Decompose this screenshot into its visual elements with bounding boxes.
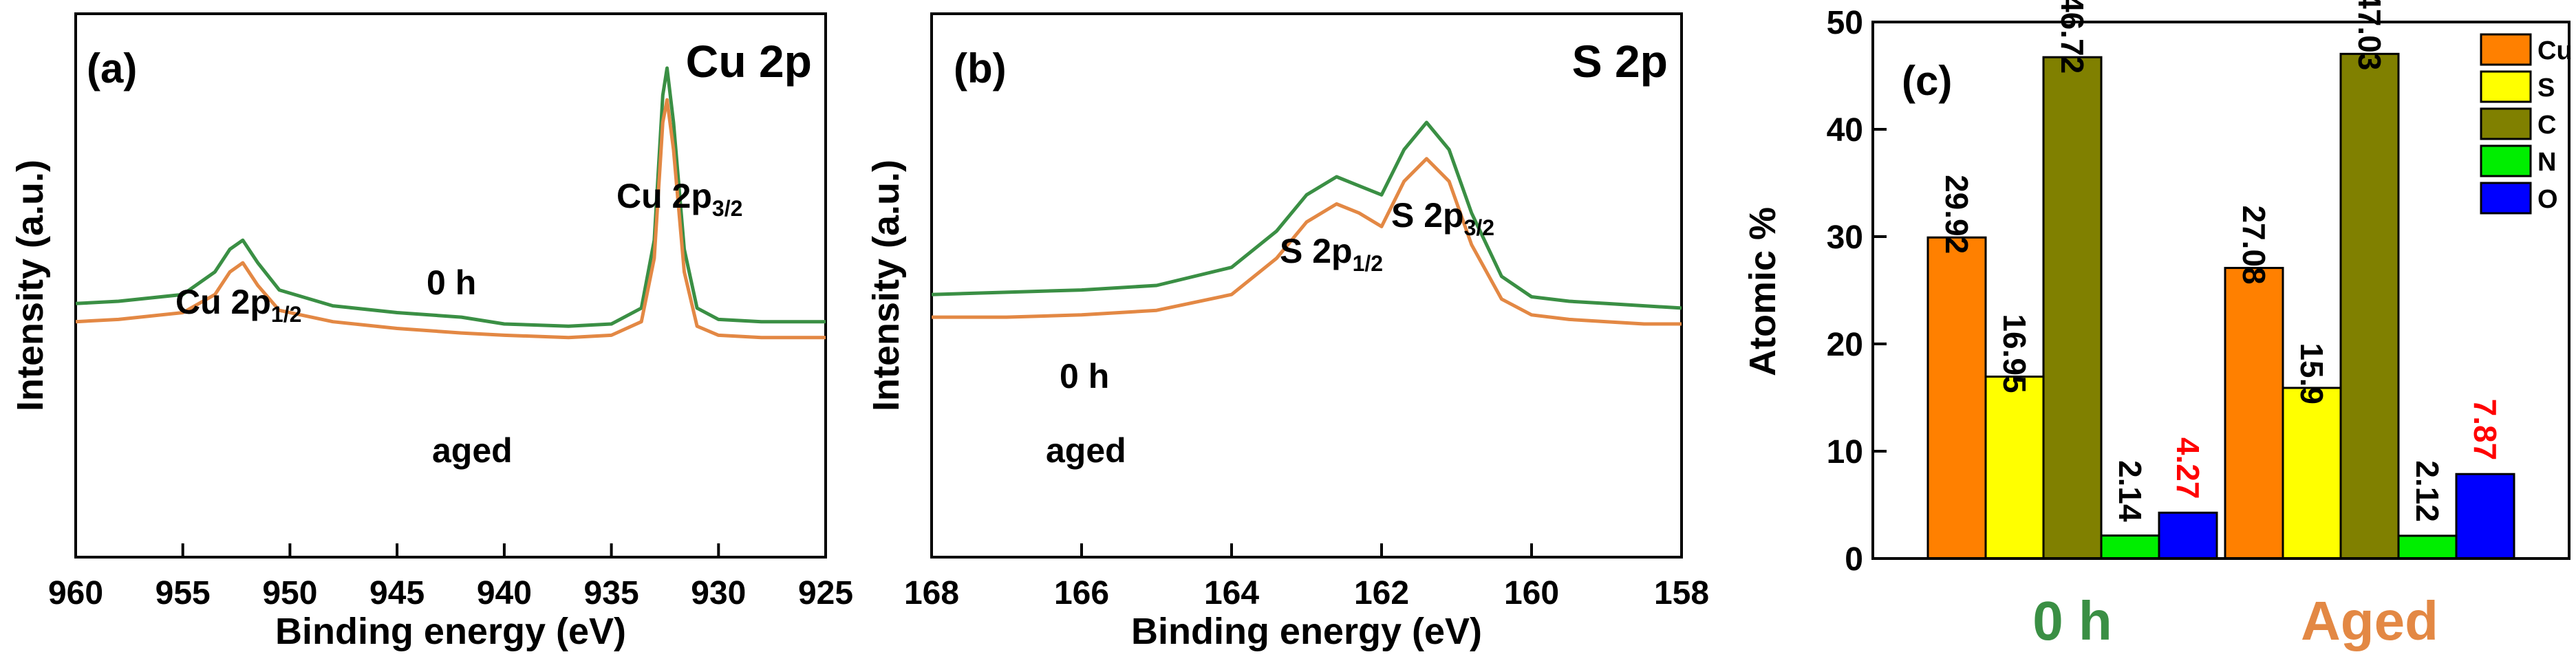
panel-a-series [75,66,826,340]
panel-c-legend: Cu S C N O [2480,33,2573,215]
legend-swatch-cu [2480,33,2532,66]
panel-a-peak-label-cu2p12: Cu 2p1/2 [175,283,301,327]
panel-c-ytick-label: 40 [1827,112,1863,149]
panel-a-xtick-label: 925 [798,575,853,611]
bar-s-0h [1984,376,2045,560]
panel-a-series-line-aged [75,98,826,340]
panel-b-series-line-0h [931,120,1682,310]
panel-b-annotation-aged: aged [1046,431,1126,470]
legend-label-o: O [2537,185,2558,214]
bar-value-label-c-0h: 46.72 [2054,0,2090,74]
panel-a-cu2p: (a) Cu 2p Binding energy (eV) Intensity … [10,12,853,652]
bar-value-label-n-aged: 2.12 [2409,460,2445,522]
legend-label-c: C [2537,111,2556,140]
panel-a-xtick-label: 945 [369,575,425,611]
panel-c-category-aged: Aged [2301,590,2438,651]
panel-c-ytick-label: 10 [1827,434,1863,470]
panel-a-xtick-label: 960 [48,575,103,611]
panel-a-xtick-label: 930 [691,575,746,611]
panel-b-xtick-label: 162 [1354,575,1409,611]
panel-b-xtick-label: 166 [1054,575,1109,611]
panel-a-title: Cu 2p [686,36,812,87]
legend-label-s: S [2537,74,2555,102]
legend-label-n: N [2537,148,2556,177]
panel-b-peak-label-s2p32: S 2p3/2 [1391,196,1494,240]
panel-b-annotation-0h: 0 h [1060,357,1109,395]
panel-b-y-axis-label: Intensity (a.u.) [866,160,907,411]
legend-swatch-o [2480,182,2532,215]
panel-b-s2p: (b) S 2p Binding energy (eV) Intensity (… [866,12,1709,652]
panel-a-xtick-label: 955 [155,575,211,611]
panel-b-tag: (b) [954,45,1007,91]
bar-value-label-n-0h: 2.14 [2112,460,2148,522]
bar-s-aged [2282,387,2342,560]
bar-value-label-s-aged: 15.9 [2294,343,2330,404]
panel-c-category-0h: 0 h [2032,590,2112,651]
panel-a-plot-frame [74,12,827,559]
bar-value-label-o-aged: 7.87 [2467,399,2503,461]
bar-value-label-cu-aged: 27.08 [2236,205,2272,284]
panel-a-series-line-0h [75,66,826,328]
bar-cu-aged [2224,267,2284,560]
panel-a-xtick-label: 950 [262,575,317,611]
panel-c-ytick-label: 0 [1845,541,1863,578]
bar-value-label-cu-0h: 29.92 [1939,175,1975,254]
panel-b-x-axis-label: Binding energy (eV) [1131,611,1482,652]
panel-c-ytick-label: 20 [1827,327,1863,363]
bar-n-0h [2100,534,2160,560]
bar-c-aged [2339,52,2400,560]
panel-a-xtick-label: 940 [477,575,532,611]
panel-b-xtick-label: 158 [1654,575,1709,611]
bar-value-label-o-0h: 4.27 [2170,437,2206,499]
panel-b-title: S 2p [1572,36,1668,87]
bar-value-label-s-0h: 16.95 [1997,314,2032,393]
legend-swatch-c [2480,107,2532,140]
panel-a-x-ticks: 960 955 950 945 940 935 930 925 [48,575,853,611]
panel-b-peak-label-s2p12: S 2p1/2 [1280,232,1383,276]
bar-cu-0h [1926,236,1987,560]
panel-b-xtick-label: 168 [904,575,959,611]
panel-a-tag: (a) [87,45,137,91]
panel-c-y-axis-label: Atomic % [1742,207,1783,376]
panel-a-x-axis-label: Binding energy (eV) [275,611,626,652]
panel-b-series-line-aged [932,157,1682,326]
panel-a-annotation-aged: aged [432,431,513,470]
bar-o-0h [2158,511,2218,560]
panel-a-tick-marks [74,543,827,557]
legend-swatch-n [2480,144,2532,177]
panel-b-tick-marks [930,543,1683,557]
panel-b-plot-frame [930,12,1683,559]
panel-c-tick-marks [1873,21,1887,560]
panel-c-bars: 29.92 16.95 46.72 2.14 4.27 27.08 15.9 47.03 2.1… [1926,0,2515,560]
panel-a-y-axis-label: Intensity (a.u.) [10,160,51,411]
panel-c-ytick-label: 30 [1827,219,1863,256]
legend-label-cu: Cu [2537,36,2573,65]
panel-c-ytick-label: 50 [1827,5,1863,41]
bar-o-aged [2455,473,2515,560]
panel-c-tag: (c) [1902,58,1952,104]
panel-a-annotation-0h: 0 h [427,263,476,302]
panel-c-atomic-percent: Atomic % 0 10 20 30 40 50 29.92 16.95 46.7… [1742,0,2573,651]
panel-b-xtick-label: 160 [1504,575,1559,611]
panel-c-y-ticks: 0 10 20 30 40 50 [1827,5,1863,578]
panel-a-xtick-label: 935 [584,575,639,611]
panel-c-plot-frame [1871,21,2570,560]
panel-b-x-ticks: 168 166 164 162 160 158 [904,575,1709,611]
legend-swatch-s [2480,70,2532,103]
bar-n-aged [2397,534,2458,560]
panel-b-xtick-label: 164 [1204,575,1259,611]
bar-value-label-c-aged: 47.03 [2352,0,2387,70]
panel-b-series [931,120,1682,326]
panel-a-peak-label-cu2p32: Cu 2p3/2 [616,177,742,221]
bar-c-0h [2042,56,2103,560]
